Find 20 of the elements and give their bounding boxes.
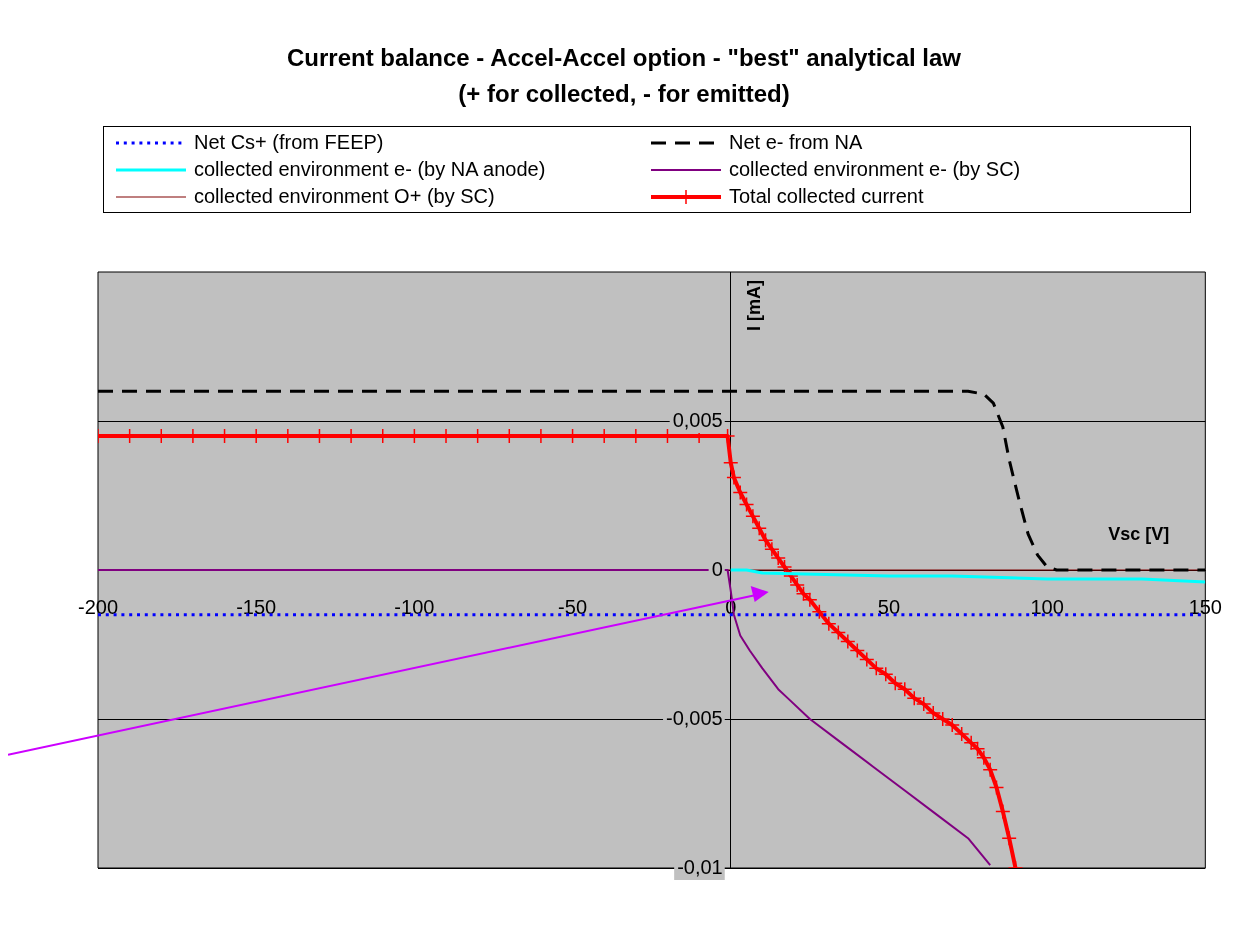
x-tick-label: -150	[236, 595, 277, 618]
y-axis-title: I [mA]	[743, 280, 764, 331]
y-tick-label: 0,005	[672, 408, 723, 431]
x-tick-label: -100	[394, 595, 435, 618]
x-axis-title: Vsc [V]	[1108, 523, 1170, 544]
legend-label: collected environment e- (by NA anode)	[194, 158, 546, 181]
legend-label: Net Cs+ (from FEEP)	[194, 131, 384, 154]
x-tick-label: -200	[77, 595, 119, 618]
legend-label: Net e- from NA	[729, 131, 863, 154]
y-tick-label: 0	[711, 557, 723, 580]
legend-label: Total collected current	[729, 185, 924, 208]
x-tick-label: 100	[1030, 595, 1064, 618]
y-tick-label: -0,01	[677, 855, 723, 878]
x-tick-label: -50	[558, 595, 588, 618]
y-tick-label: -0,005	[666, 706, 723, 729]
chart-title: Current balance - Accel-Accel option - "best" analytical law	[285, 44, 963, 72]
chart-subtitle: (+ for collected, - for emitted)	[457, 80, 791, 108]
legend-label: collected environment O+ (by SC)	[194, 185, 495, 208]
x-tick-label: 50	[877, 595, 901, 618]
legend-label: collected environment e- (by SC)	[729, 158, 1021, 181]
